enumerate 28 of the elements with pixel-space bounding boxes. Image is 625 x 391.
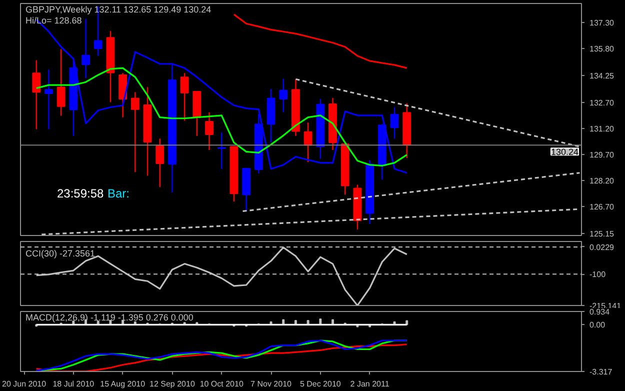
y-tick-label: 131.20	[590, 124, 615, 134]
y-tick-label: 0.00	[590, 320, 606, 330]
x-tick-label: 5 Dec 2010	[300, 380, 342, 388]
y-tick-label: 129.70	[590, 150, 615, 160]
y-tick-label: 132.70	[590, 98, 615, 108]
y-tick-label: 0.934	[590, 308, 610, 316]
x-tick-label: 12 Sep 2010	[150, 380, 196, 388]
annotation: Bar:	[107, 186, 130, 201]
ref-line-label: 130.24	[550, 147, 579, 158]
y-tick-label: -100	[590, 270, 606, 280]
y-tick-label: 126.70	[590, 202, 615, 212]
annotation: 23:59:58	[56, 186, 104, 201]
x-tick-label: 10 Oct 2010	[200, 380, 244, 388]
text: Hi/Lo= 128.68	[26, 16, 82, 26]
y-tick-label: -3.317	[590, 368, 613, 376]
x-tick-label: 7 Nov 2010	[250, 380, 292, 388]
x-tick-label: 20 Jun 2010	[2, 380, 47, 388]
y-tick-label: 0.0229	[590, 242, 615, 252]
x-tick-label: 2 Jan 2011	[350, 380, 390, 388]
x-tick-label: 18 Jul 2010	[52, 380, 95, 388]
y-tick-label: 134.25	[590, 72, 615, 81]
y-tick-label: 128.20	[590, 176, 615, 186]
chart-title: MACD(12,26,9) -1.119 -1.395 0.276 0.000	[26, 312, 194, 322]
text: CCI(30) -27.3561	[26, 248, 96, 258]
y-tick-label: 125.15	[590, 229, 615, 238]
x-tick-label: 15 Aug 2010	[100, 380, 146, 388]
y-tick-label: 135.80	[590, 44, 615, 54]
y-tick-label: 137.30	[590, 18, 615, 28]
